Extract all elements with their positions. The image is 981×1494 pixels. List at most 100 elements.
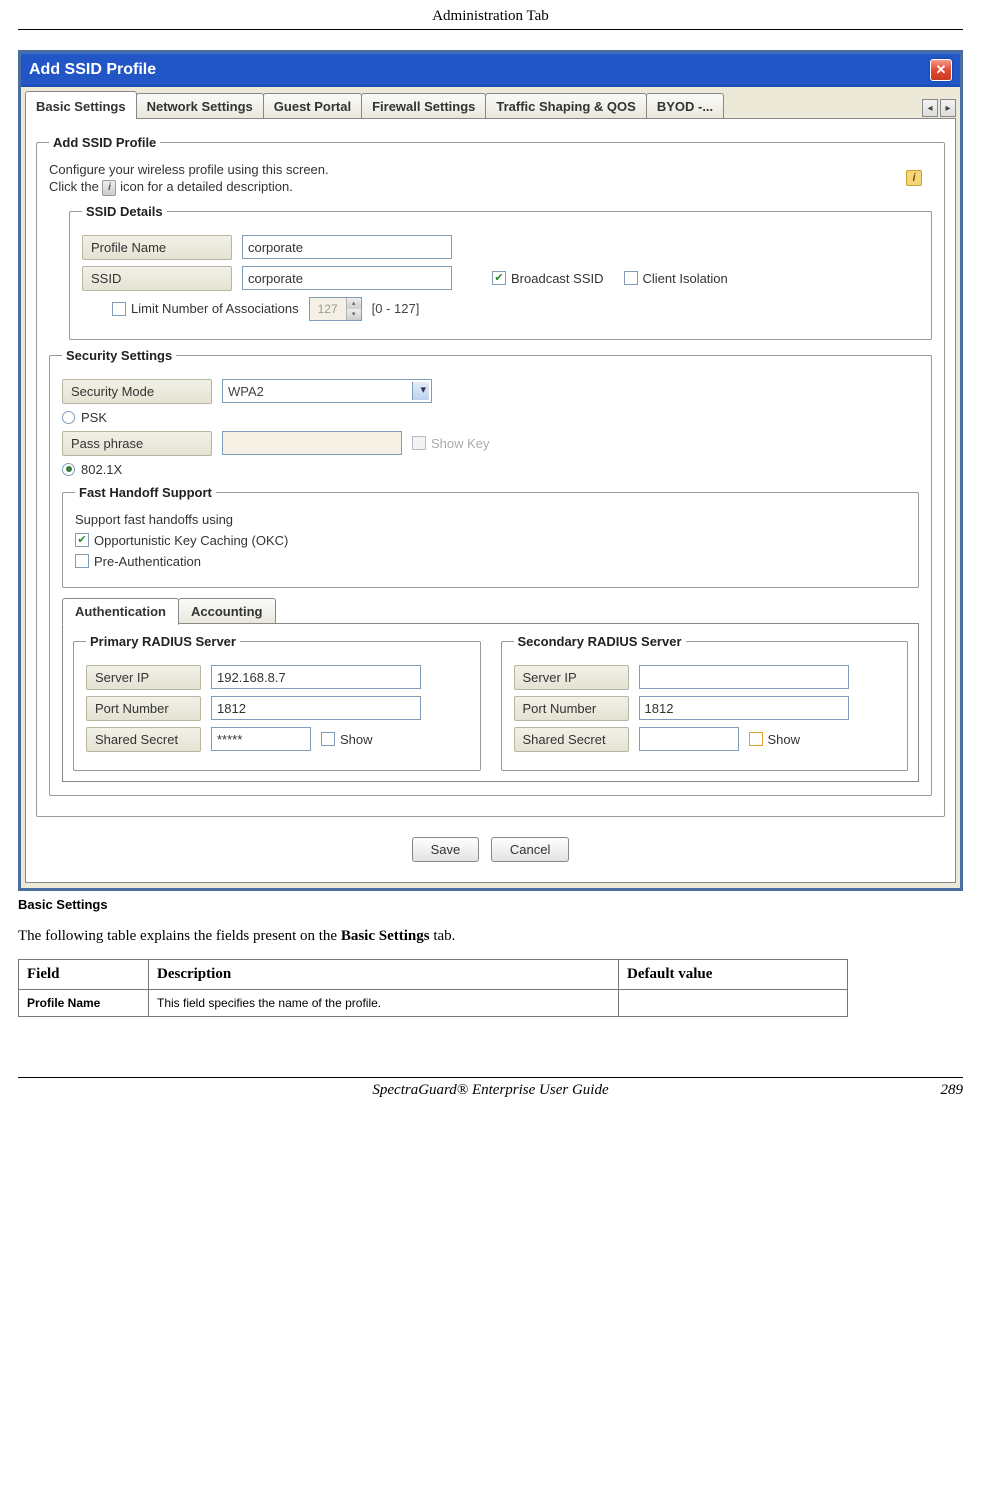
subtab-body: Primary RADIUS Server Server IP Port Num… [62, 623, 919, 782]
checkbox-primary-show[interactable]: Show [321, 732, 373, 747]
tab-basic-settings[interactable]: Basic Settings [25, 91, 137, 119]
label-secondary-ip: Server IP [514, 665, 629, 690]
tab-scroll-left-icon[interactable]: ◂ [922, 99, 938, 117]
intro-bold: Basic Settings [341, 928, 430, 944]
checkbox-show-key: Show Key [412, 436, 490, 451]
fieldset-primary-radius: Primary RADIUS Server Server IP Port Num… [73, 634, 481, 771]
spin-up-icon: ▴ [347, 298, 361, 309]
fieldset-add-ssid: Add SSID Profile i Configure your wirele… [36, 135, 945, 817]
th-description: Description [149, 959, 619, 989]
label-secondary-port: Port Number [514, 696, 629, 721]
tab-firewall-settings[interactable]: Firewall Settings [361, 93, 486, 119]
tab-body: Add SSID Profile i Configure your wirele… [25, 118, 956, 883]
preauth-label: Pre-Authentication [94, 554, 201, 569]
cell-desc: This field specifies the name of the pro… [149, 989, 619, 1016]
fieldset-ssid-details: SSID Details Profile Name SSID ✔ Broadca… [69, 204, 932, 340]
intro-post: tab. [430, 928, 456, 944]
security-mode-value: WPA2 [228, 384, 264, 399]
info-icon-inline: i [102, 180, 116, 196]
figure-caption: Basic Settings [18, 897, 963, 912]
dialog-add-ssid: Add SSID Profile ✕ Basic Settings Networ… [18, 50, 963, 891]
table-row: Profile Name This field specifies the na… [19, 989, 848, 1016]
tab-scroll-right-icon[interactable]: ▸ [940, 99, 956, 117]
secondary-show-label: Show [768, 732, 801, 747]
tab-traffic-shaping[interactable]: Traffic Shaping & QOS [485, 93, 646, 119]
tab-byod[interactable]: BYOD -... [646, 93, 724, 119]
tab-guest-portal[interactable]: Guest Portal [263, 93, 362, 119]
radio-8021x[interactable]: 802.1X [62, 462, 122, 477]
cell-field: Profile Name [19, 989, 149, 1016]
intro2a: Click the [49, 179, 102, 194]
select-security-mode[interactable]: WPA2 [222, 379, 432, 403]
input-ssid[interactable] [242, 266, 452, 290]
fast-intro: Support fast handoffs using [75, 512, 906, 527]
label-ssid: SSID [82, 266, 232, 291]
spin-down-icon: ▾ [347, 309, 361, 320]
checkbox-preauth[interactable]: Pre-Authentication [75, 554, 201, 569]
8021x-label: 802.1X [81, 462, 122, 477]
cell-default [619, 989, 848, 1016]
input-passphrase [222, 431, 402, 455]
cancel-button[interactable]: Cancel [491, 837, 569, 862]
intro-pre: The following table explains the fields … [18, 928, 341, 944]
broadcast-label: Broadcast SSID [511, 271, 604, 286]
psk-label: PSK [81, 410, 107, 425]
checkbox-okc[interactable]: ✔ Opportunistic Key Caching (OKC) [75, 533, 288, 548]
fieldset-fast-handoff: Fast Handoff Support Support fast handof… [62, 485, 919, 588]
th-default: Default value [619, 959, 848, 989]
page-header: Administration Tab [18, 0, 963, 29]
dialog-title: Add SSID Profile [29, 61, 156, 79]
intro-line1: Configure your wireless profile using th… [49, 162, 932, 177]
fieldset-secondary-radius: Secondary RADIUS Server Server IP Port N… [501, 634, 909, 771]
page-number: 289 [923, 1082, 963, 1099]
checkbox-secondary-show[interactable]: Show [749, 732, 801, 747]
label-primary-secret: Shared Secret [86, 727, 201, 752]
isolation-label: Client Isolation [643, 271, 728, 286]
input-secondary-secret[interactable] [639, 727, 739, 751]
intro2b: icon for a detailed description. [120, 179, 293, 194]
radio-psk[interactable]: PSK [62, 410, 107, 425]
label-primary-port: Port Number [86, 696, 201, 721]
save-button[interactable]: Save [412, 837, 480, 862]
intro-paragraph: The following table explains the fields … [18, 928, 963, 945]
info-icon[interactable]: i [906, 170, 922, 186]
input-primary-secret[interactable] [211, 727, 311, 751]
label-secondary-secret: Shared Secret [514, 727, 629, 752]
page-footer: SpectraGuard® Enterprise User Guide 289 [18, 1078, 963, 1109]
checkbox-broadcast-ssid[interactable]: ✔ Broadcast SSID [492, 271, 604, 286]
okc-label: Opportunistic Key Caching (OKC) [94, 533, 288, 548]
titlebar: Add SSID Profile ✕ [21, 53, 960, 87]
th-field: Field [19, 959, 149, 989]
input-primary-ip[interactable] [211, 665, 421, 689]
label-primary-ip: Server IP [86, 665, 201, 690]
primary-show-label: Show [340, 732, 373, 747]
legend-add-ssid: Add SSID Profile [49, 135, 160, 150]
subtab-accounting[interactable]: Accounting [178, 598, 276, 624]
subtab-authentication[interactable]: Authentication [62, 598, 179, 625]
subtabs: Authentication Accounting [62, 598, 919, 624]
legend-secondary-radius: Secondary RADIUS Server [514, 634, 686, 649]
label-security-mode: Security Mode [62, 379, 212, 404]
input-secondary-ip[interactable] [639, 665, 849, 689]
footer-title: SpectraGuard® Enterprise User Guide [58, 1082, 923, 1099]
fields-table: Field Description Default value Profile … [18, 959, 848, 1017]
label-passphrase: Pass phrase [62, 431, 212, 456]
input-primary-port[interactable] [211, 696, 421, 720]
fieldset-security: Security Settings Security Mode WPA2 PSK [49, 348, 932, 796]
close-icon[interactable]: ✕ [930, 59, 952, 81]
input-profile-name[interactable] [242, 235, 452, 259]
legend-primary-radius: Primary RADIUS Server [86, 634, 240, 649]
header-rule [18, 29, 963, 30]
legend-fast-handoff: Fast Handoff Support [75, 485, 216, 500]
limit-range: [0 - 127] [372, 301, 420, 316]
spinner-limit-value: 127 ▴▾ [309, 297, 362, 321]
button-row: Save Cancel [36, 825, 945, 870]
limit-label: Limit Number of Associations [131, 301, 299, 316]
tab-network-settings[interactable]: Network Settings [136, 93, 264, 119]
intro-line2: Click the i icon for a detailed descript… [49, 179, 932, 196]
showkey-label: Show Key [431, 436, 490, 451]
checkbox-limit-associations[interactable]: Limit Number of Associations [112, 301, 299, 316]
checkbox-client-isolation[interactable]: Client Isolation [624, 271, 728, 286]
tabstrip: Basic Settings Network Settings Guest Po… [21, 87, 960, 119]
input-secondary-port[interactable] [639, 696, 849, 720]
